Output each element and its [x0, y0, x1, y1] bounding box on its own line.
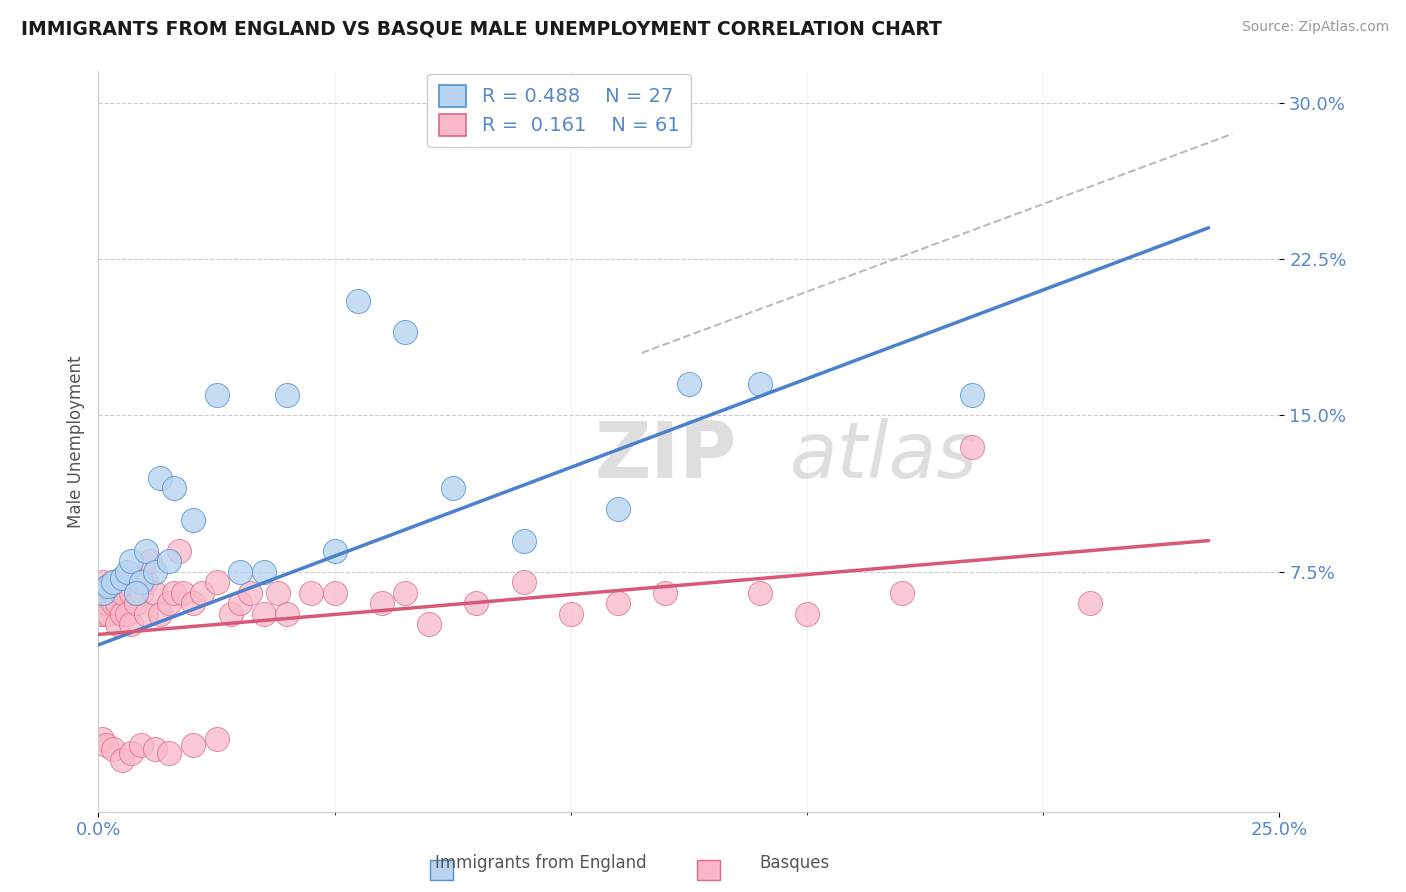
Point	[253, 607, 276, 621]
Point	[125, 596, 148, 610]
Point	[105, 617, 128, 632]
Point	[796, 607, 818, 621]
Point	[181, 513, 204, 527]
Point	[111, 753, 134, 767]
Point	[512, 533, 534, 548]
Bar	[430, 860, 453, 880]
Point	[323, 586, 346, 600]
Text: Source: ZipAtlas.com: Source: ZipAtlas.com	[1241, 20, 1389, 34]
Point	[111, 607, 134, 621]
Point	[654, 586, 676, 600]
Point	[276, 387, 298, 401]
Point	[115, 565, 138, 579]
Point	[143, 586, 166, 600]
Point	[135, 575, 157, 590]
Point	[105, 596, 128, 610]
Point	[748, 377, 770, 392]
Point	[219, 607, 242, 621]
Point	[90, 607, 112, 621]
Point	[97, 579, 120, 593]
Point	[205, 731, 228, 746]
Point	[267, 586, 290, 600]
Point	[167, 544, 190, 558]
Point	[125, 586, 148, 600]
Point	[135, 607, 157, 621]
Point	[512, 575, 534, 590]
Point	[121, 586, 143, 600]
Point	[115, 575, 138, 590]
Point	[94, 738, 117, 752]
Point	[253, 565, 276, 579]
Point	[121, 747, 143, 761]
Point	[129, 586, 152, 600]
Point	[465, 596, 488, 610]
Point	[111, 586, 134, 600]
Point	[371, 596, 394, 610]
Point	[157, 747, 180, 761]
Point	[239, 586, 262, 600]
Point	[91, 607, 114, 621]
Point	[101, 575, 124, 590]
Point	[115, 607, 138, 621]
Point	[229, 596, 252, 610]
Point	[121, 554, 143, 568]
Point	[181, 738, 204, 752]
Legend: R = 0.488    N = 27, R =  0.161    N = 61: R = 0.488 N = 27, R = 0.161 N = 61	[427, 74, 690, 147]
Point	[101, 742, 124, 756]
Point	[139, 554, 162, 568]
Point	[607, 596, 630, 610]
Point	[91, 575, 114, 590]
Point	[135, 544, 157, 558]
Point	[299, 586, 322, 600]
Y-axis label: Male Unemployment: Male Unemployment	[66, 355, 84, 528]
Point	[748, 586, 770, 600]
Point	[163, 586, 186, 600]
Point	[323, 544, 346, 558]
Point	[91, 586, 114, 600]
Text: Basques: Basques	[759, 855, 830, 872]
Point	[205, 575, 228, 590]
Point	[394, 325, 416, 339]
Point	[347, 293, 370, 308]
Text: IMMIGRANTS FROM ENGLAND VS BASQUE MALE UNEMPLOYMENT CORRELATION CHART: IMMIGRANTS FROM ENGLAND VS BASQUE MALE U…	[21, 20, 942, 38]
Point	[143, 742, 166, 756]
Point	[91, 731, 114, 746]
Point	[172, 586, 194, 600]
Point	[101, 575, 124, 590]
Point	[157, 554, 180, 568]
Point	[181, 596, 204, 610]
Bar	[697, 860, 720, 880]
Point	[418, 617, 440, 632]
Point	[205, 387, 228, 401]
Point	[607, 502, 630, 516]
Point	[394, 586, 416, 600]
Point	[163, 482, 186, 496]
Point	[129, 575, 152, 590]
Point	[678, 377, 700, 392]
Point	[149, 471, 172, 485]
Point	[97, 607, 120, 621]
Point	[441, 482, 464, 496]
Point	[121, 617, 143, 632]
Point	[97, 579, 120, 593]
Point	[276, 607, 298, 621]
Point	[111, 571, 134, 585]
Text: Immigrants from England: Immigrants from England	[436, 855, 647, 872]
Point	[143, 565, 166, 579]
Point	[149, 607, 172, 621]
Point	[890, 586, 912, 600]
Point	[962, 440, 984, 454]
Point	[157, 596, 180, 610]
Point	[962, 387, 984, 401]
Point	[560, 607, 582, 621]
Text: atlas: atlas	[789, 418, 977, 494]
Point	[101, 596, 124, 610]
Point	[229, 565, 252, 579]
Point	[94, 596, 117, 610]
Text: ZIP: ZIP	[595, 418, 737, 494]
Point	[129, 738, 152, 752]
Point	[1080, 596, 1102, 610]
Point	[191, 586, 214, 600]
